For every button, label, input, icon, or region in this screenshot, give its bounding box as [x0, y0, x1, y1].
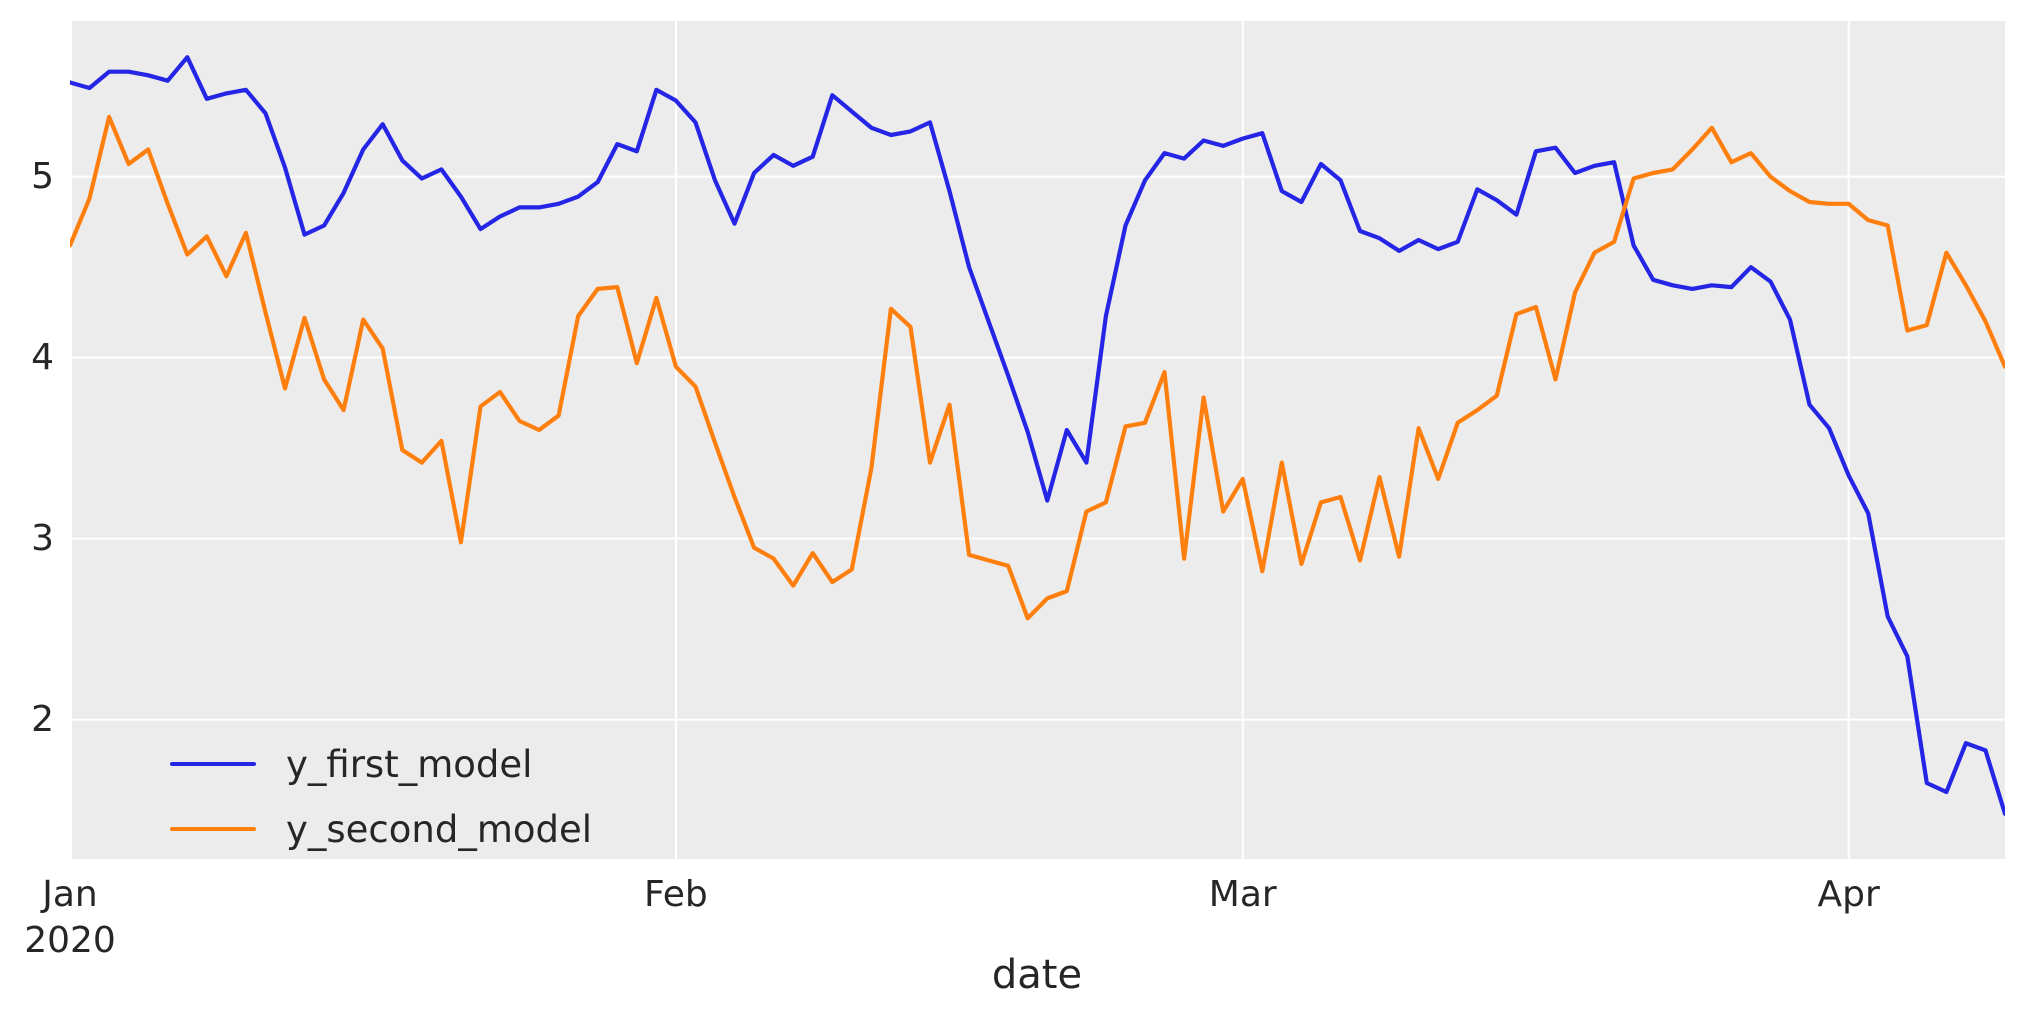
- gridlines: [70, 21, 2005, 859]
- legend-label-second-model: y_second_model: [286, 807, 593, 851]
- series-line-y_first_model: [70, 55, 2005, 816]
- x-tick-label: Mar: [1208, 874, 1277, 915]
- y-tick-label: 3: [31, 517, 54, 559]
- x-tick-label: Jan 2020: [24, 874, 116, 961]
- legend-label-first-model: y_first_model: [286, 742, 533, 786]
- y-tick-label: 5: [31, 155, 54, 197]
- legend-line-swatch-first-model: [170, 762, 256, 766]
- y-tick-label: 4: [31, 336, 54, 378]
- x-tick-label: Feb: [644, 874, 708, 915]
- series-lines: [70, 55, 2005, 816]
- x-tick-label: Apr: [1817, 874, 1880, 915]
- legend-item-first-model: y_first_model: [170, 737, 592, 791]
- plot-area: y_first_model y_second_model: [70, 21, 2005, 859]
- legend-line-swatch-second-model: [170, 827, 256, 831]
- series-line-y_second_model: [70, 114, 2005, 621]
- chart-canvas: [70, 21, 2005, 859]
- y-tick-label: 2: [31, 698, 54, 740]
- x-axis-title: date: [991, 952, 1083, 998]
- legend-item-second-model: y_second_model: [170, 802, 592, 856]
- legend: y_first_model y_second_model: [170, 737, 592, 867]
